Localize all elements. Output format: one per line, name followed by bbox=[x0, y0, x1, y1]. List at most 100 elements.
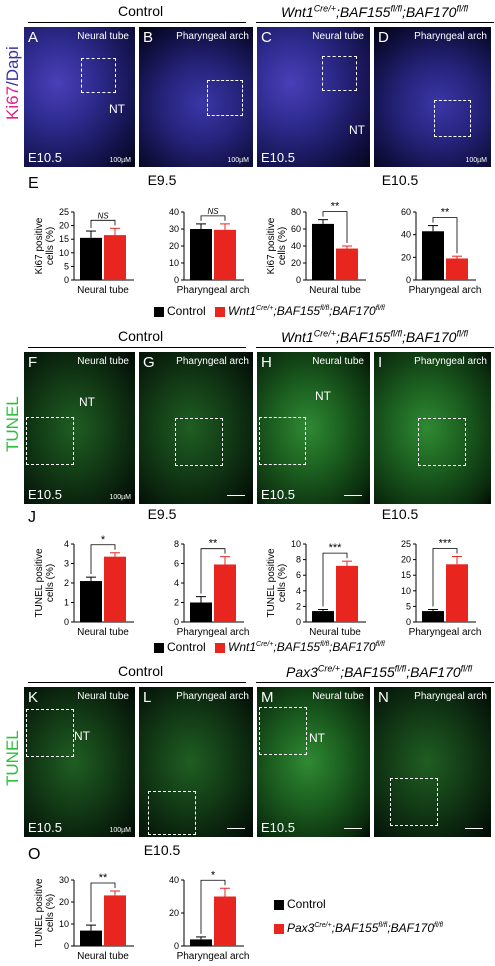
y-tick-label: 80 bbox=[291, 207, 301, 217]
bar-control bbox=[422, 611, 444, 622]
y-axis-label-line: cells (%) bbox=[45, 894, 56, 932]
panel-title: Neural tube bbox=[77, 356, 129, 367]
inset-box bbox=[390, 778, 438, 826]
significance-label: NS bbox=[207, 207, 219, 216]
significance-label: ** bbox=[209, 538, 218, 550]
micrograph-panel-b: B Pharyngeal arch 100µM bbox=[139, 27, 253, 167]
y-axis-label-line: cells (%) bbox=[45, 564, 56, 602]
bar-control bbox=[190, 939, 212, 946]
stage-label: E10.5 bbox=[28, 150, 62, 165]
y-tick-label: 15 bbox=[401, 570, 411, 580]
nt-label: NT bbox=[109, 102, 125, 116]
scale-bar bbox=[344, 495, 362, 496]
y-axis-label-line: cells (%) bbox=[277, 564, 288, 602]
micrograph-panel-m: M Neural tube NT E10.5 bbox=[257, 687, 370, 837]
bar-mutant bbox=[336, 565, 358, 622]
y-tick-label: 0 bbox=[174, 275, 179, 285]
header-control-3-line bbox=[28, 682, 246, 683]
y-axis-label-line: cells (%) bbox=[45, 227, 56, 265]
y-tick-label: 2 bbox=[296, 601, 301, 611]
panel-title: Pharyngeal arch bbox=[414, 691, 487, 702]
panel-title: Neural tube bbox=[312, 31, 364, 42]
header-control-2: Control bbox=[118, 328, 164, 344]
bar-control bbox=[312, 223, 334, 280]
significance-label: *** bbox=[329, 542, 343, 554]
y-tick-label: 40 bbox=[401, 230, 411, 240]
scale-bar bbox=[227, 495, 245, 496]
bar-mutant bbox=[214, 229, 236, 280]
y-tick-label: 4 bbox=[296, 586, 301, 596]
scale-bar-label: 100µM bbox=[109, 494, 131, 501]
significance-label: NS bbox=[97, 211, 109, 220]
significance-label: ** bbox=[331, 201, 340, 213]
legend-swatch-control bbox=[274, 899, 284, 910]
y-tick-label: 15 bbox=[59, 234, 69, 244]
micrograph-panel-d: D Pharyngeal arch 100µM bbox=[374, 27, 491, 167]
inset-box bbox=[418, 418, 466, 466]
x-category-label: Pharyngeal arch bbox=[177, 951, 250, 962]
bar-control bbox=[80, 237, 102, 280]
bar-mutant bbox=[104, 235, 126, 280]
y-axis-label-line: Ki67 positive bbox=[266, 217, 277, 274]
y-axis-label: Ki67 positivecells (%) bbox=[34, 217, 56, 274]
legend-o: Control Pax3Cre/+;BAF155fl/fl;BAF170fl/f… bbox=[274, 893, 443, 939]
legend-j: Control Wnt1Cre/+;BAF155fl/fl;BAF170fl/f… bbox=[154, 640, 385, 654]
legend-swatch-control bbox=[154, 642, 164, 653]
y-tick-label: 5 bbox=[406, 601, 411, 611]
significance-bracket bbox=[322, 211, 348, 243]
scale-bar-label: 100µM bbox=[227, 157, 249, 164]
micrograph-panel-c: C Neural tube NT E10.5 bbox=[257, 27, 370, 167]
chart-j-e105-pharyngeal-arch: 0 5 10 15 20 25 Pharyngeal arch *** bbox=[401, 537, 481, 638]
y-tick-label: 8 bbox=[174, 539, 179, 549]
panel-title: Pharyngeal arch bbox=[414, 356, 487, 367]
nt-label: NT bbox=[79, 395, 95, 409]
panel-title: Neural tube bbox=[312, 356, 364, 367]
stage-label: E10.5 bbox=[28, 487, 62, 502]
y-axis-label: TUNEL positivecells (%) bbox=[34, 548, 56, 618]
panel-letter: N bbox=[378, 689, 389, 706]
chart-e-e105-pharyngeal-arch: 0 20 40 60 Pharyngeal arch ** bbox=[401, 207, 481, 296]
inset-box bbox=[434, 100, 471, 137]
scale-bar bbox=[465, 828, 483, 829]
stage-label: E10.5 bbox=[261, 487, 295, 502]
inset-box bbox=[175, 418, 223, 466]
y-tick-label: 40 bbox=[291, 241, 301, 251]
chart-j-e95-neural-tube: TUNEL positivecells (%) 0 1 2 3 4 Neural tube * bbox=[34, 534, 134, 638]
panel-letter: B bbox=[143, 29, 154, 46]
panel-letter: H bbox=[261, 354, 272, 371]
y-axis-label: TUNEL positivecells (%) bbox=[34, 878, 56, 948]
y-tick-label: 20 bbox=[169, 908, 179, 918]
header-mutant-3-line bbox=[256, 682, 494, 683]
panel-letter: A bbox=[28, 29, 39, 46]
inset-box bbox=[81, 58, 116, 93]
y-tick-label: 2 bbox=[174, 598, 179, 608]
stage-title-o: E10.5 bbox=[143, 842, 181, 858]
chart-j-e95-pharyngeal-arch: 0 2 4 6 8 Pharyngeal arch ** bbox=[174, 538, 249, 638]
y-tick-label: 20 bbox=[401, 555, 411, 565]
nt-label: NT bbox=[309, 731, 325, 745]
bar-control bbox=[80, 930, 102, 946]
micrograph-panel-h: H Neural tube NT E10.5 bbox=[257, 352, 370, 504]
y-tick-label: 20 bbox=[291, 258, 301, 268]
section-letter-j: J bbox=[28, 509, 36, 526]
y-tick-label: 10 bbox=[401, 586, 411, 596]
significance-bracket bbox=[432, 217, 458, 254]
y-tick-label: 25 bbox=[401, 539, 411, 549]
scale-bar-label: 100µM bbox=[109, 827, 131, 834]
panel-title: Pharyngeal arch bbox=[176, 691, 249, 702]
micrograph-panel-n: N Pharyngeal arch bbox=[374, 687, 491, 837]
y-tick-label: 3 bbox=[64, 559, 69, 569]
y-tick-label: 0 bbox=[406, 275, 411, 285]
panel-letter: F bbox=[28, 354, 38, 371]
y-tick-label: 10 bbox=[59, 919, 69, 929]
bar-control bbox=[312, 611, 334, 622]
legend-swatch-mutant bbox=[274, 923, 284, 934]
y-tick-label: 30 bbox=[59, 875, 69, 885]
bar-control bbox=[80, 581, 102, 622]
panel-title: Pharyngeal arch bbox=[414, 31, 487, 42]
legend-swatch-mutant bbox=[215, 306, 226, 317]
x-category-label: Neural tube bbox=[309, 627, 361, 638]
significance-bracket bbox=[90, 882, 116, 923]
side-label-tunel-2: TUNEL bbox=[3, 730, 22, 786]
nt-label: NT bbox=[315, 389, 331, 403]
